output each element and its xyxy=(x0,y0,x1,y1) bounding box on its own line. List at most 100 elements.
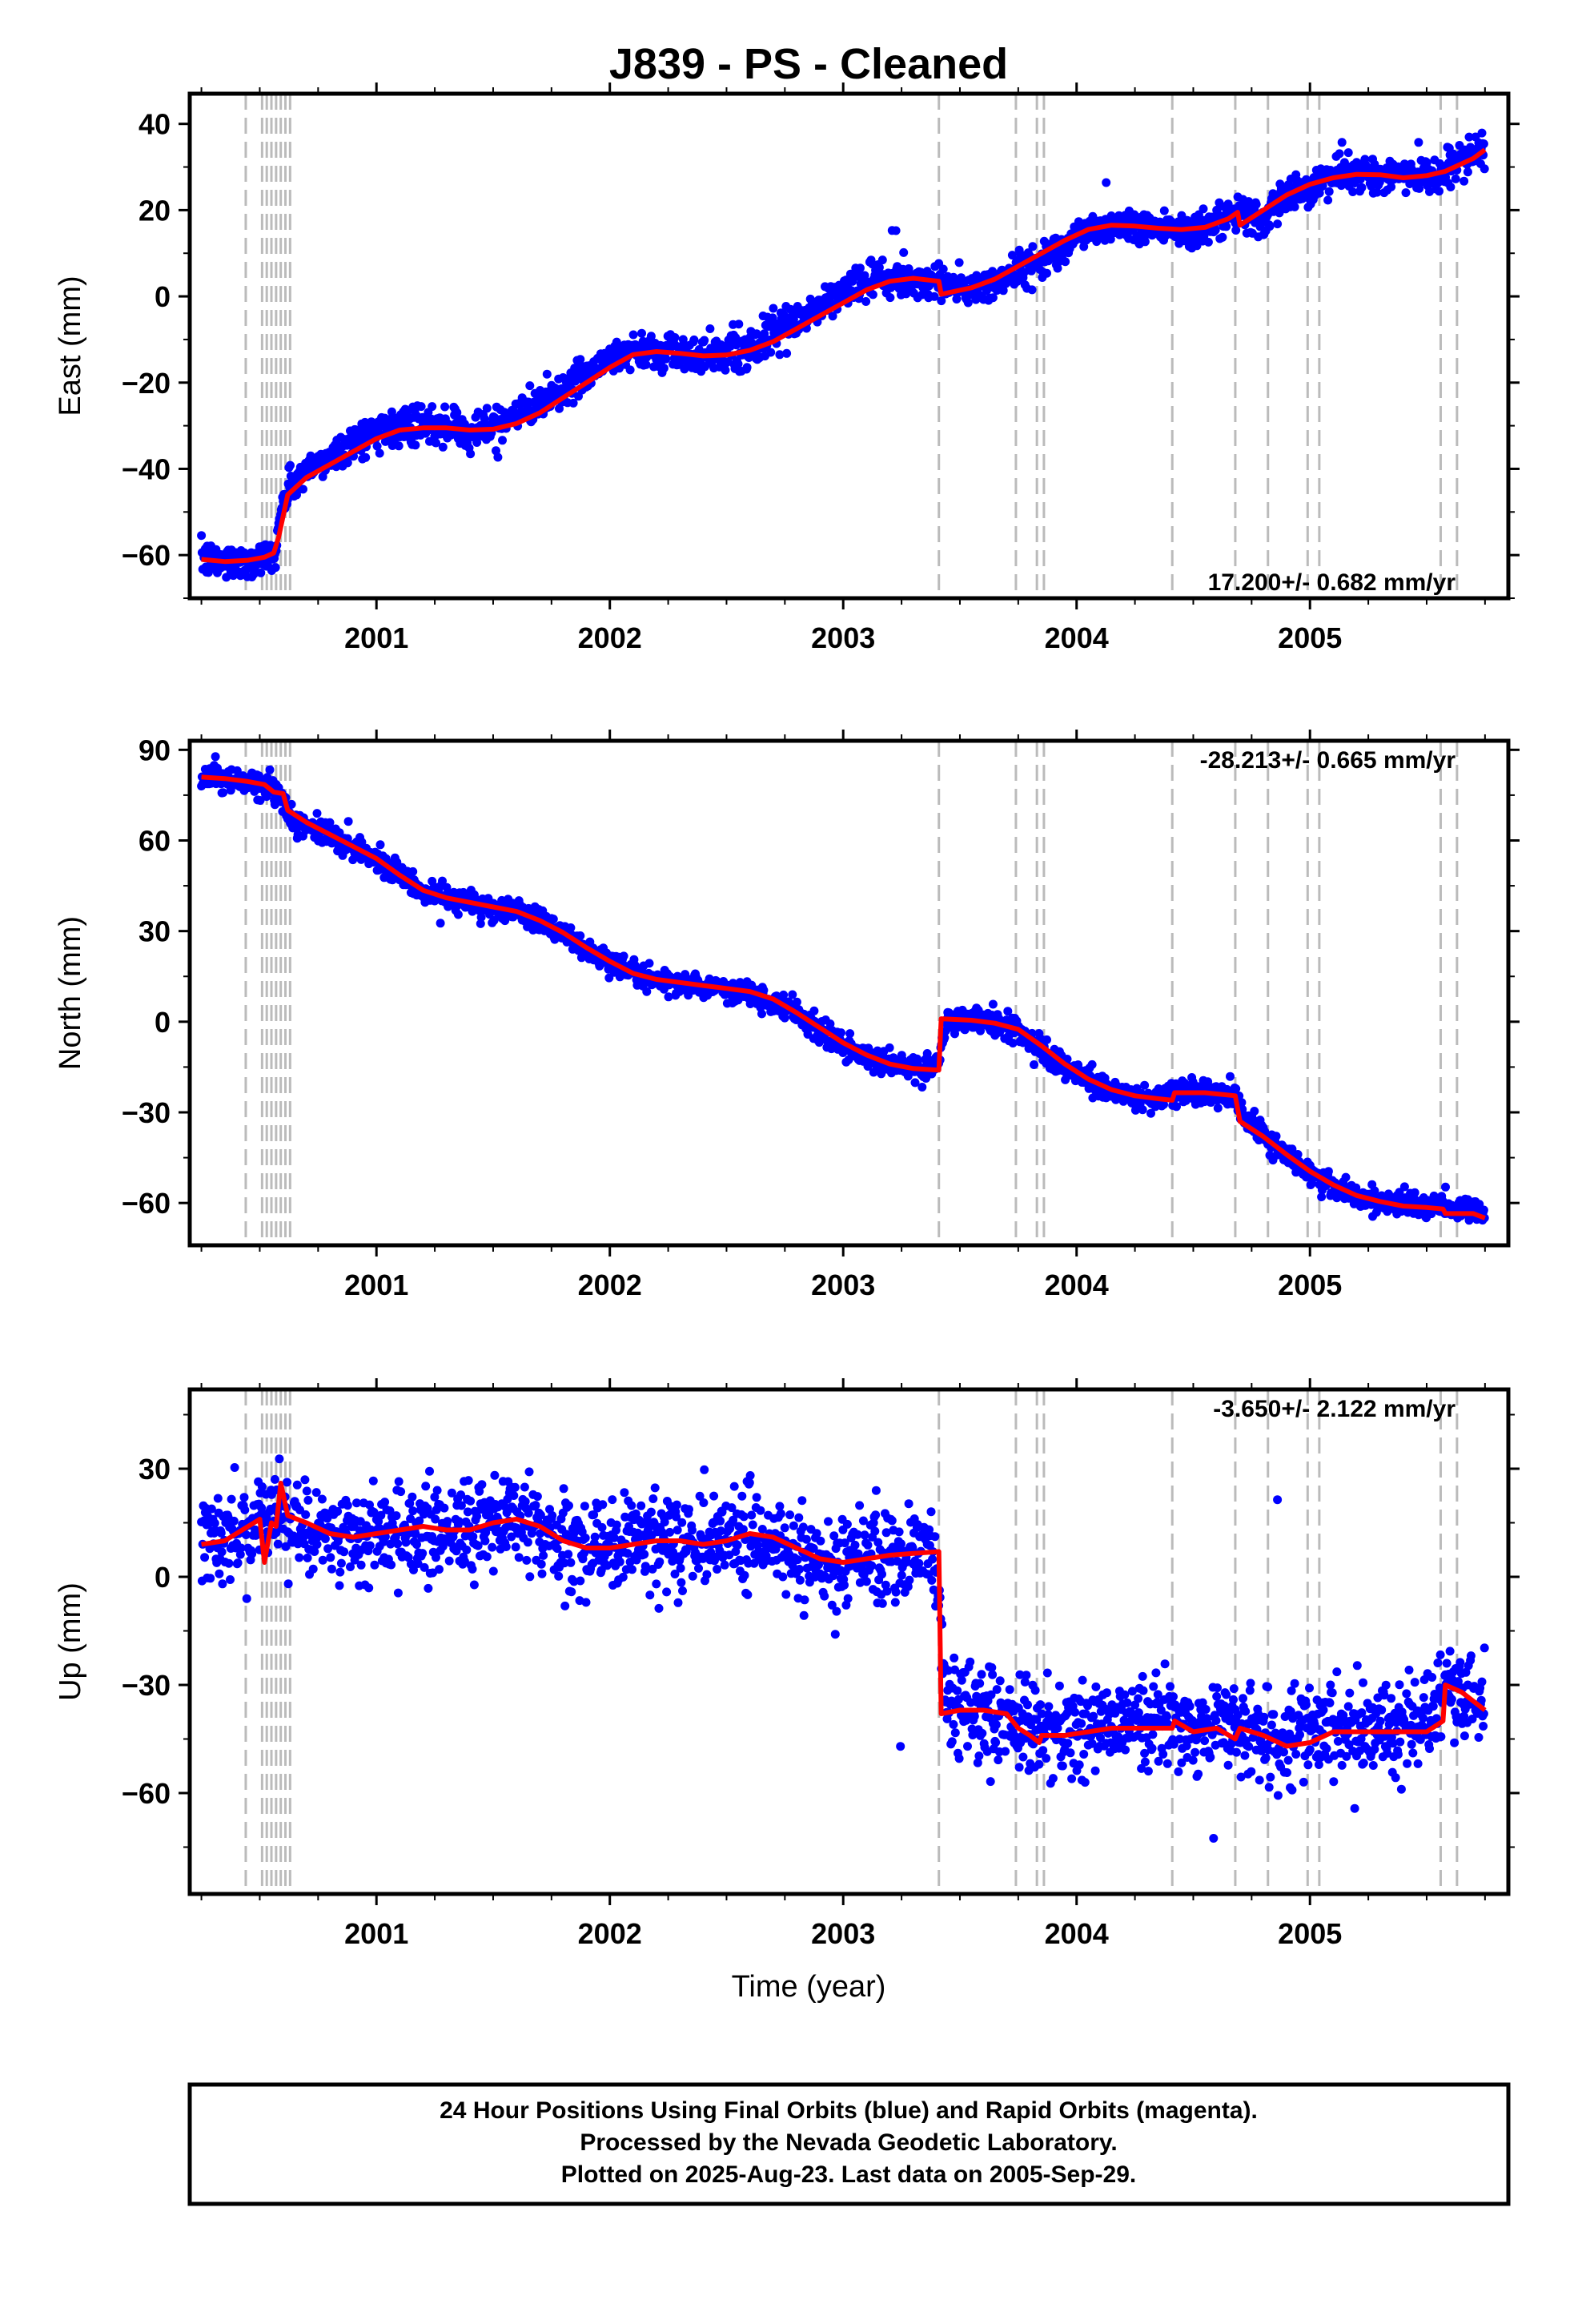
data-point xyxy=(644,959,654,968)
data-point xyxy=(411,440,420,450)
y-tick-label: −60 xyxy=(122,1187,171,1220)
data-point xyxy=(554,1571,564,1581)
data-point xyxy=(233,1558,243,1568)
data-point xyxy=(531,1501,540,1510)
data-point xyxy=(490,1470,500,1480)
data-point xyxy=(213,1494,223,1503)
data-point xyxy=(590,1532,600,1542)
data-point xyxy=(1290,202,1299,211)
data-point xyxy=(206,1574,215,1583)
y-tick-label: 20 xyxy=(139,194,171,227)
data-points xyxy=(197,1454,1489,1843)
data-point xyxy=(370,1560,379,1570)
x-tick-label: 2003 xyxy=(811,621,875,654)
data-point xyxy=(408,1492,417,1502)
data-point xyxy=(343,817,353,826)
data-point xyxy=(641,360,651,369)
data-point xyxy=(1324,187,1334,196)
data-point xyxy=(1323,1167,1333,1176)
data-point xyxy=(365,1541,375,1550)
y-tick-label: −40 xyxy=(122,452,171,485)
data-point xyxy=(792,997,801,1007)
x-tick-label: 2002 xyxy=(578,1269,642,1301)
data-point xyxy=(466,1496,476,1506)
data-point xyxy=(1323,195,1333,205)
data-point xyxy=(416,402,426,412)
data-point xyxy=(619,951,628,961)
data-point xyxy=(393,1588,403,1598)
data-point xyxy=(742,363,752,372)
data-point xyxy=(299,485,307,494)
data-point xyxy=(618,1572,628,1582)
data-point xyxy=(311,1488,321,1498)
data-point xyxy=(453,910,463,919)
data-point xyxy=(215,1569,224,1578)
data-point xyxy=(768,313,777,323)
data-point xyxy=(1213,1104,1223,1113)
data-point xyxy=(200,1553,210,1562)
x-tick-label: 2001 xyxy=(344,621,408,654)
data-point xyxy=(542,369,552,379)
data-point xyxy=(648,1494,658,1503)
y-tick-label: 40 xyxy=(139,108,171,141)
data-point xyxy=(1226,1072,1235,1081)
data-point xyxy=(326,1553,335,1562)
data-point xyxy=(567,1587,576,1597)
data-point xyxy=(576,1576,585,1586)
data-point xyxy=(443,1517,452,1526)
data-point xyxy=(845,1029,855,1039)
data-point xyxy=(998,286,1008,296)
data-point xyxy=(393,1539,403,1549)
data-point xyxy=(548,1511,557,1520)
data-point xyxy=(809,1006,819,1015)
data-point xyxy=(548,915,558,924)
data-point xyxy=(627,1501,636,1510)
data-point xyxy=(339,1547,349,1557)
data-point xyxy=(482,404,492,413)
data-point xyxy=(952,295,962,304)
data-point xyxy=(320,1534,330,1543)
rate-label: 17.200+/- 0.682 mm/yr xyxy=(1208,569,1456,596)
data-point xyxy=(511,1542,520,1552)
data-point xyxy=(303,1553,312,1562)
data-point xyxy=(1203,237,1213,247)
data-point xyxy=(705,324,715,333)
data-point xyxy=(555,404,564,413)
data-point xyxy=(525,1572,535,1582)
data-point xyxy=(1401,188,1411,198)
data-point xyxy=(440,402,450,412)
y-tick-label: −30 xyxy=(122,1096,171,1129)
data-point xyxy=(480,1536,490,1546)
data-point xyxy=(333,1506,343,1516)
data-point xyxy=(292,1480,302,1490)
data-point xyxy=(1271,1132,1281,1141)
data-point xyxy=(1159,206,1169,215)
data-point xyxy=(387,1560,396,1570)
data-point xyxy=(1199,204,1208,214)
data-point xyxy=(655,1557,665,1566)
data-point xyxy=(286,460,295,470)
data-point xyxy=(954,258,964,267)
data-point xyxy=(1140,237,1150,247)
data-point xyxy=(1451,174,1460,183)
data-point xyxy=(733,360,743,368)
data-point xyxy=(1028,242,1038,251)
data-point xyxy=(564,1501,573,1510)
data-point xyxy=(646,1507,656,1517)
data-point xyxy=(197,531,207,541)
data-point xyxy=(659,364,669,373)
data-point xyxy=(361,452,371,462)
data-point xyxy=(1435,187,1443,196)
data-point xyxy=(1357,183,1367,192)
y-tick-label: 60 xyxy=(139,824,171,857)
y-axis-label: East (mm) xyxy=(54,275,87,416)
data-point xyxy=(265,765,275,774)
data-point xyxy=(1460,176,1469,186)
data-point xyxy=(464,1476,473,1486)
data-point xyxy=(782,348,792,358)
data-point xyxy=(1087,1059,1097,1069)
data-point xyxy=(689,335,699,344)
data-point xyxy=(788,990,797,999)
data-point xyxy=(432,438,440,448)
data-point xyxy=(375,448,384,458)
